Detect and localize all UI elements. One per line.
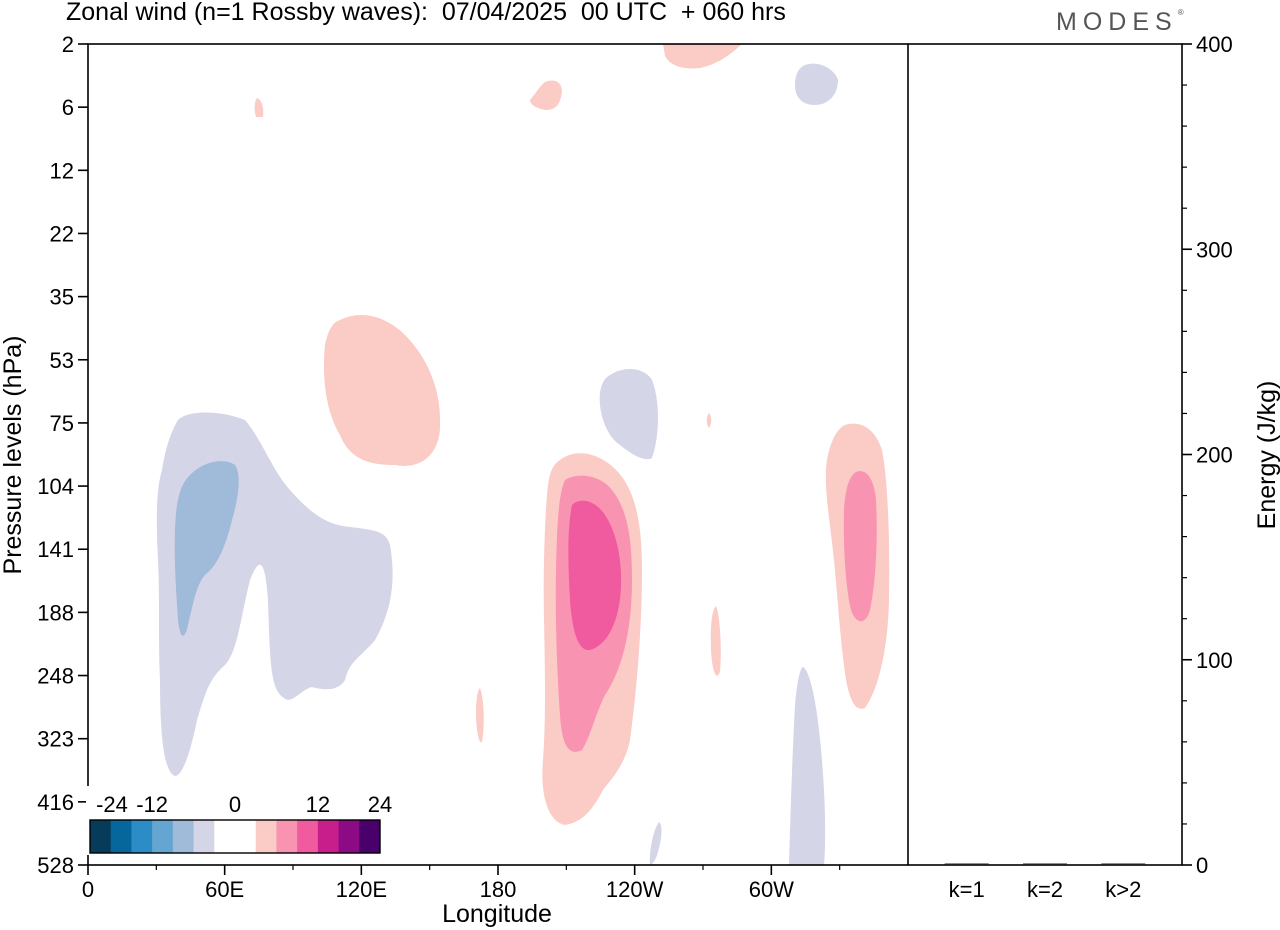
pressure-tick-label: 188	[37, 600, 74, 625]
negative-speck-1	[649, 822, 662, 865]
pressure-tick-label: 416	[37, 790, 74, 815]
colorbar-border	[89, 819, 381, 854]
y-axis-label: Pressure levels (hPa)	[0, 336, 27, 575]
longitude-tick-label: 60W	[749, 877, 794, 902]
energy-tick-label: 400	[1196, 32, 1233, 57]
energy-axis-label: Energy (J/kg)	[1253, 381, 1280, 530]
negative-anomaly-top-eastern	[794, 63, 838, 105]
longitude-tick-label: 120W	[606, 877, 664, 902]
colorbar-swatch	[214, 820, 236, 853]
colorbar-swatch	[131, 820, 153, 853]
longitude-tick-label: 180	[480, 877, 517, 902]
energy-tick-label: 300	[1196, 237, 1233, 262]
energy-bars: k=1 k=2 k>2	[944, 863, 1146, 902]
energy-category-label: k>2	[1105, 877, 1141, 902]
colorbar-label: -24	[96, 792, 128, 817]
colorbar-swatch	[338, 820, 360, 853]
pressure-tick-label: 323	[37, 727, 74, 752]
colorbar-swatch	[110, 820, 132, 853]
colorbar-label: 24	[368, 792, 392, 817]
colorbar-swatch	[255, 820, 277, 853]
pressure-tick-label: 6	[62, 95, 74, 120]
negative-anomaly-dateline-upper	[599, 368, 658, 460]
positive-anomaly-top-small	[530, 80, 562, 110]
pressure-tick-label: 75	[50, 411, 74, 436]
positive-speck-2	[706, 413, 712, 428]
energy-category-label: k=1	[949, 877, 985, 902]
energy-bar	[1023, 863, 1067, 865]
pressure-tick-label: 528	[37, 853, 74, 878]
colorbar-swatch	[359, 820, 381, 853]
colorbar-swatch	[90, 820, 112, 853]
longitude-tick-label: 60E	[205, 877, 244, 902]
longitude-tick-label: 120E	[336, 877, 387, 902]
pressure-tick-label: 141	[37, 537, 74, 562]
positive-speck-3	[476, 688, 484, 743]
chart-title: Zonal wind (n=1 Rossby waves): 07/04/202…	[66, 0, 786, 26]
longitude-tick-label: 0	[82, 877, 94, 902]
brand-text: MODES	[1056, 8, 1178, 36]
contour-fills	[156, 44, 890, 865]
pressure-tick-label: 22	[50, 221, 74, 246]
x-axis-label: Longitude	[442, 900, 552, 928]
negative-anomaly-western-core	[174, 461, 239, 636]
pressure-tick-label: 12	[50, 158, 74, 183]
pressure-tick-label: 53	[50, 348, 74, 373]
pressure-tick-label: 248	[37, 664, 74, 689]
colorbar-swatch	[276, 820, 298, 853]
negative-anomaly-lower-eastern	[789, 667, 826, 865]
longitude-axis: 0 60E 120E 180 120W 60W	[82, 865, 841, 902]
energy-tick-label: 100	[1196, 648, 1233, 673]
colorbar-label: -12	[136, 792, 168, 817]
colorbar: -24 -12 0 12 24	[86, 786, 392, 855]
colorbar-swatch	[235, 820, 257, 853]
colorbar-swatch	[297, 820, 319, 853]
positive-anomaly-eastern-core	[843, 471, 877, 622]
positive-speck-1	[254, 98, 264, 117]
pressure-tick-label: 35	[50, 285, 74, 310]
colorbar-label: 0	[229, 792, 241, 817]
pressure-axis: 2 6 12 22 35 53 75 104 141 188 248 323 416 528	[37, 32, 88, 878]
positive-anomaly-upper-eastern	[323, 315, 441, 466]
energy-tick-label: 0	[1196, 853, 1208, 878]
brand-mark: ®	[1177, 8, 1184, 17]
energy-bar	[944, 863, 989, 865]
modes-logo: MODES®	[1056, 8, 1184, 37]
energy-bar	[1101, 863, 1146, 865]
pressure-tick-label: 2	[62, 32, 74, 57]
positive-anomaly-central-core	[568, 500, 622, 651]
colorbar-label: 12	[306, 792, 330, 817]
energy-tick-label: 200	[1196, 443, 1233, 468]
positive-speck-4	[710, 606, 721, 676]
colorbar-swatch	[152, 820, 174, 853]
pressure-tick-label: 104	[37, 474, 74, 499]
energy-axis: 0 100 200 300 400	[1182, 32, 1233, 878]
colorbar-swatch	[172, 820, 195, 853]
positive-anomaly-top-center	[663, 44, 742, 69]
energy-category-label: k=2	[1027, 877, 1063, 902]
colorbar-swatch	[317, 820, 340, 853]
colorbar-swatch	[193, 820, 215, 853]
